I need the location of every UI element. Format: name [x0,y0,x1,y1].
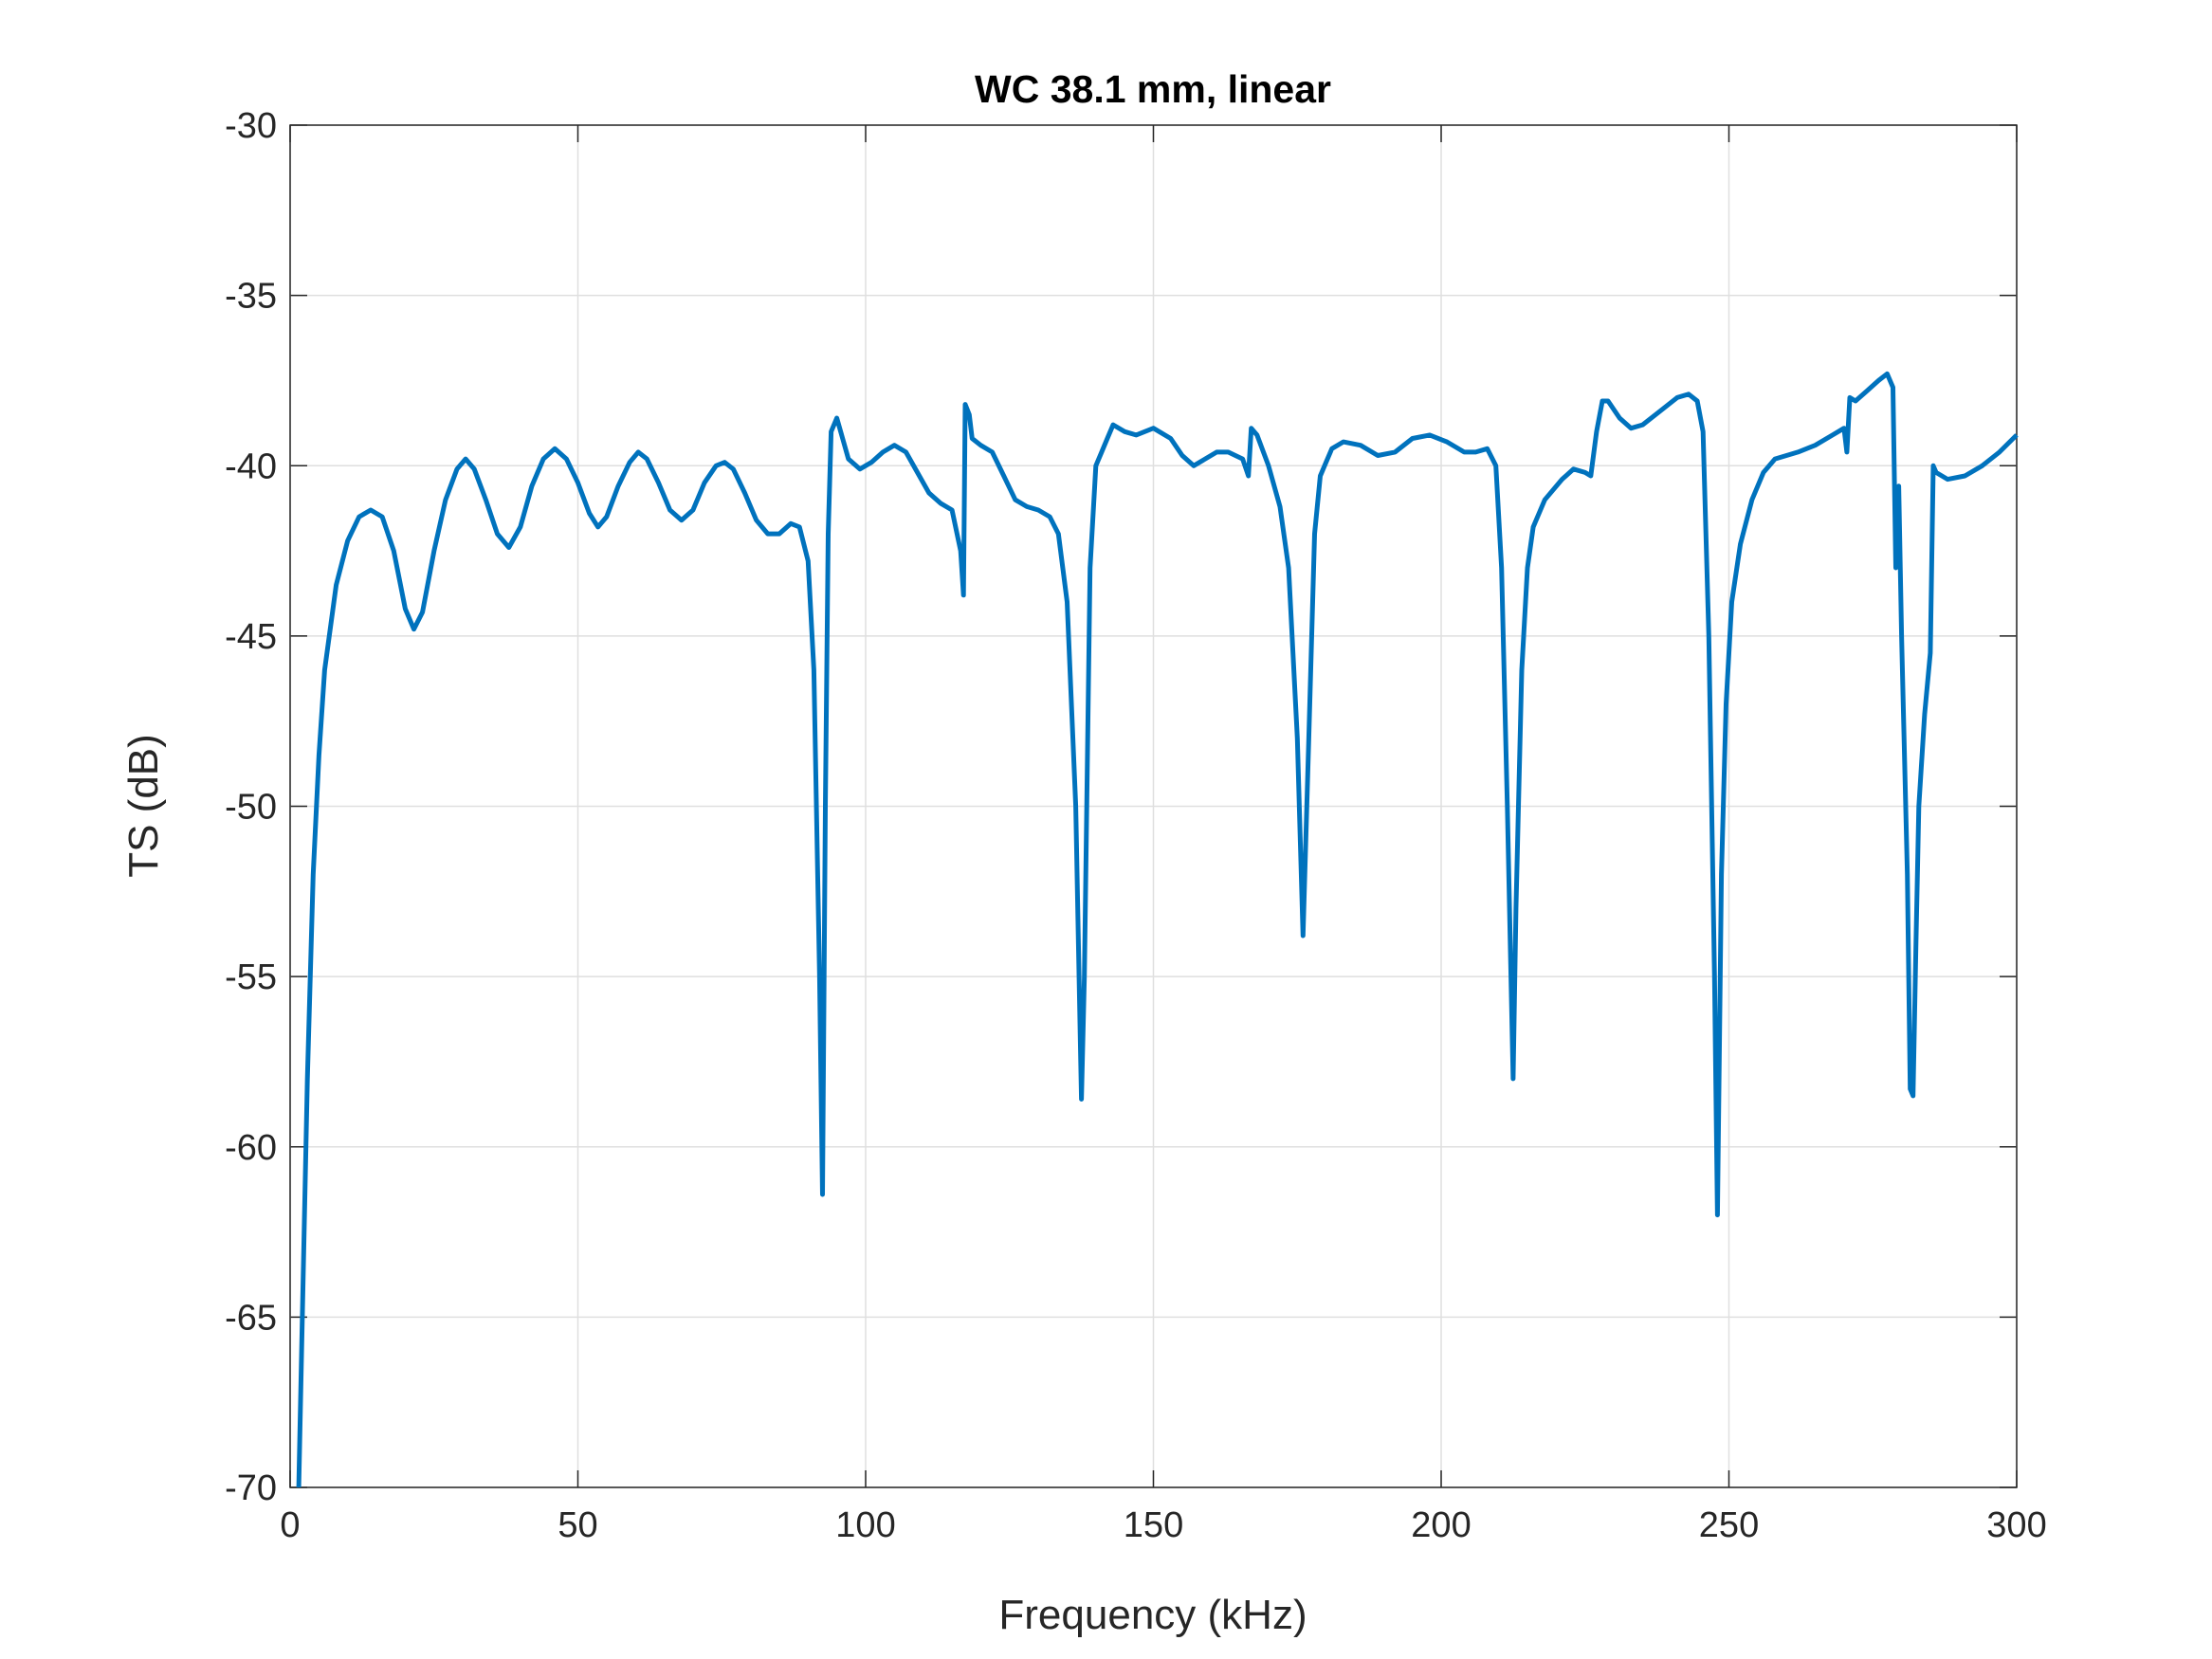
x-tick-label: 300 [1986,1505,2046,1545]
data-line [296,371,2019,1488]
y-axis-label: TS (dB) [120,734,167,878]
y-tick-label: -60 [225,1128,277,1168]
x-axis-label: Frequency (kHz) [998,1592,1307,1638]
y-tick-label: -70 [225,1468,277,1508]
y-tick-label: -55 [225,957,277,997]
axes-box [289,124,2018,1488]
y-tick-label: -50 [225,788,277,828]
x-tick-label: 150 [1124,1505,1183,1545]
x-tick-label: 200 [1411,1505,1471,1545]
y-tick-label: -30 [225,106,277,146]
x-tick-label: 100 [835,1505,895,1545]
y-tick-label: -65 [225,1298,277,1338]
y-tick-label: -45 [225,617,277,657]
x-tick-label: 0 [280,1505,300,1545]
y-tick-label: -40 [225,447,277,486]
chart-title: WC 38.1 mm, linear [975,67,1331,111]
x-tick-label: 50 [558,1505,597,1545]
y-tick-label: -35 [225,277,277,317]
x-tick-label: 250 [1699,1505,1759,1545]
